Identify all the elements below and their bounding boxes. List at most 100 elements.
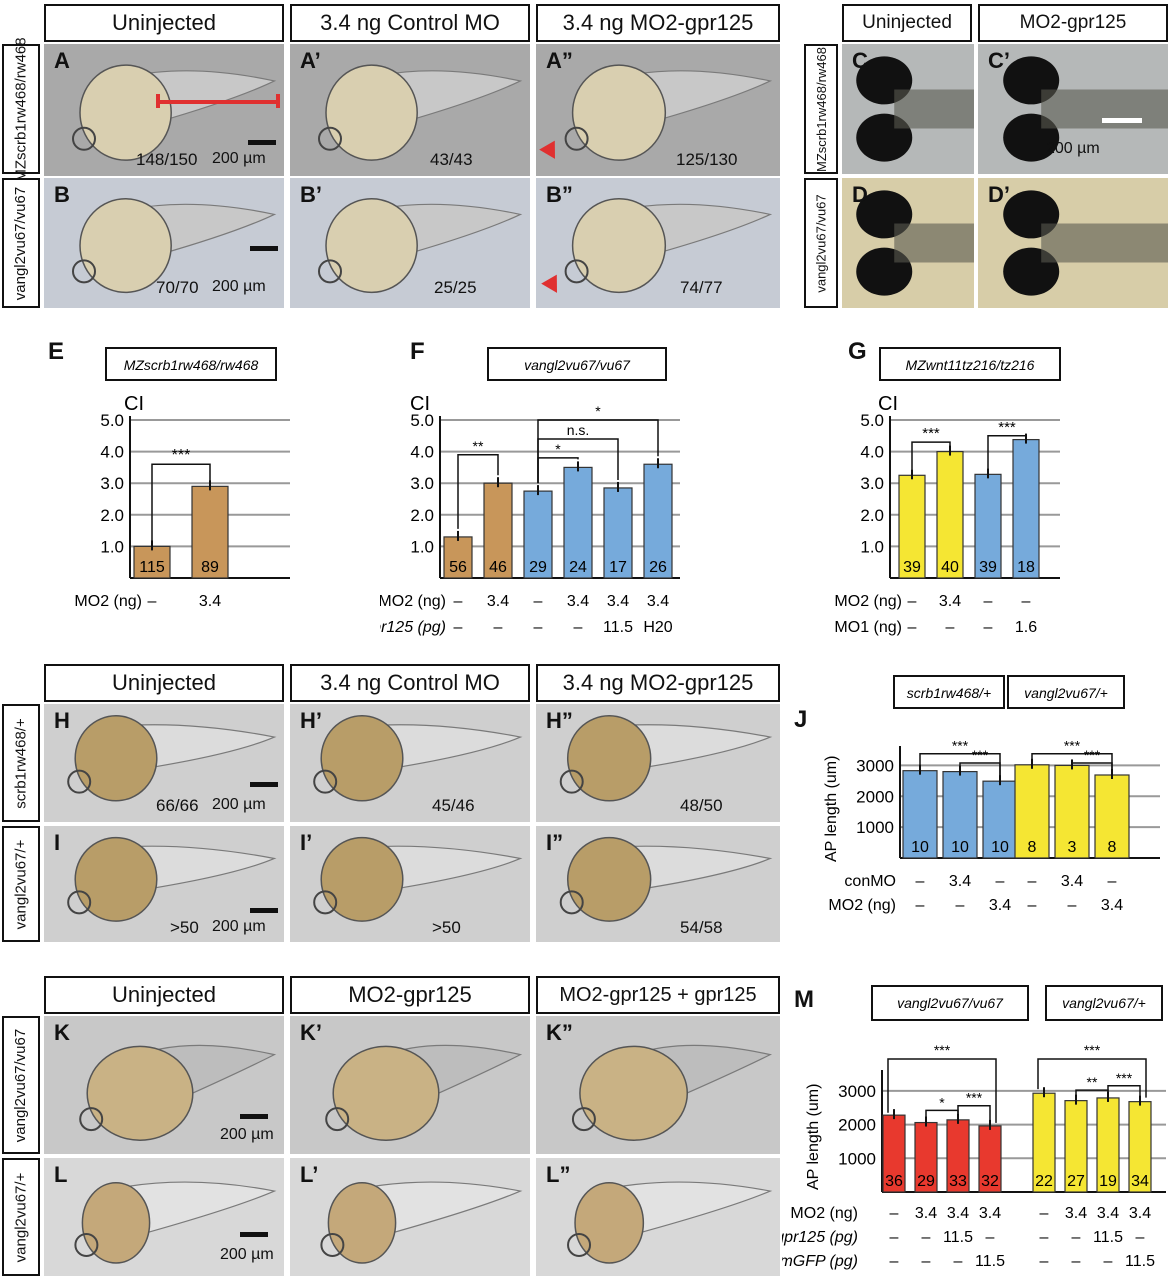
row-cell: 3.4 xyxy=(939,593,961,610)
scale-bar xyxy=(1102,118,1142,123)
row-cell: – xyxy=(1040,1205,1049,1222)
row-cell: H20 xyxy=(643,619,672,636)
embryo-image xyxy=(79,1044,277,1141)
row-label: gpr125 (pg) xyxy=(380,619,446,636)
eye xyxy=(67,769,92,794)
y-tick-label: 1.0 xyxy=(860,537,884,556)
bar xyxy=(133,545,171,579)
head-image xyxy=(856,56,974,162)
panel-C-prime: C’ 200 µm xyxy=(978,44,1168,174)
chart-title-box xyxy=(879,347,1061,381)
y-tick-label: 1000 xyxy=(838,1149,876,1168)
row-cell: – xyxy=(890,1229,899,1246)
panel-K-prime: K’ xyxy=(290,1016,530,1154)
row-label: MO1 (ng) xyxy=(834,619,902,636)
bar-n-label: 89 xyxy=(201,559,219,576)
sig-bracket xyxy=(959,762,1001,778)
head-image xyxy=(1003,190,1168,296)
yolk xyxy=(74,836,158,922)
y-tick-label: 2.0 xyxy=(410,506,434,525)
embryo-image xyxy=(564,64,773,161)
header-uninjected-mid: Uninjected xyxy=(44,664,284,702)
scale-bar xyxy=(240,1232,268,1237)
row-label: MO2 (ng) xyxy=(790,1205,858,1222)
row-cell: – xyxy=(908,619,917,636)
row-cell: 11.5 xyxy=(1093,1229,1123,1246)
eye xyxy=(567,1232,592,1257)
header-control-mid: 3.4 ng Control MO xyxy=(290,664,530,702)
row-cell: 3.4 xyxy=(647,593,669,610)
sig-label: * xyxy=(595,403,601,419)
header-uninjected-bot: Uninjected xyxy=(44,976,284,1014)
row-label-K: vangl2vu67/vu67 xyxy=(2,1016,40,1154)
header-rescue-bot: MO2-gpr125 + gpr125 xyxy=(536,976,780,1014)
panel-A: A 148/150 200 µm xyxy=(44,44,284,176)
panel-H-double-prime: H” 48/50 xyxy=(536,704,780,822)
row-cell: – xyxy=(574,619,583,636)
embryo-image xyxy=(72,198,277,294)
sig-bracket xyxy=(925,1109,959,1119)
panel-L-prime: L’ xyxy=(290,1158,530,1276)
row-cell: – xyxy=(946,619,955,636)
yolk xyxy=(320,715,404,802)
row-cell: – xyxy=(986,1229,995,1246)
row-cell: 3.4 xyxy=(487,593,509,610)
row-label: mGFP (pg) xyxy=(782,1253,858,1270)
panel-D-prime: D’ xyxy=(978,178,1168,308)
bar-n-label: 27 xyxy=(1067,1173,1085,1190)
row-cell: – xyxy=(1028,873,1037,890)
bar-n-label: 29 xyxy=(917,1173,935,1190)
chart-title: vangl2vu67/+ xyxy=(1024,685,1108,701)
row-cell: 3.4 xyxy=(1129,1205,1151,1222)
row-cell: – xyxy=(890,1205,899,1222)
sig-label: * xyxy=(555,441,561,457)
sig-label: ** xyxy=(1087,1074,1098,1090)
sig-label: *** xyxy=(1084,747,1101,763)
row-cell: 3.4 xyxy=(607,593,629,610)
y-tick-label: 3000 xyxy=(856,756,894,775)
panel-letter-M: M xyxy=(794,986,814,1013)
row-cell: – xyxy=(454,593,463,610)
row-cell: 11.5 xyxy=(975,1253,1005,1270)
head-image xyxy=(1003,56,1168,162)
sig-label: *** xyxy=(1084,1042,1101,1058)
bar-n-label: 8 xyxy=(1028,839,1037,856)
panel-letter-E: E xyxy=(48,338,65,365)
bar-n-label: 18 xyxy=(1017,559,1035,576)
y-tick-label: 1000 xyxy=(856,818,894,837)
row-label: MO2 (ng) xyxy=(828,897,896,914)
bar-n-label: 115 xyxy=(139,559,165,576)
row-cell: – xyxy=(996,873,1005,890)
bar xyxy=(936,450,964,579)
panel-B: B 70/70 200 µm xyxy=(44,178,284,308)
sig-label: *** xyxy=(1064,738,1081,754)
y-axis-label: CI xyxy=(124,393,144,415)
chart-title: vangl2vu67/vu67 xyxy=(524,357,631,373)
eye xyxy=(564,259,589,284)
row-cell: – xyxy=(148,593,157,610)
chart-title: vangl2vu67/+ xyxy=(1062,995,1146,1011)
bar xyxy=(1012,438,1040,579)
row-label-B: vangl2vu67/vu67 xyxy=(2,178,40,308)
header-uninjected-top: Uninjected xyxy=(44,4,284,42)
panel-B-prime: B’ 25/25 xyxy=(290,178,530,308)
head-body xyxy=(894,223,974,263)
row-cell: – xyxy=(1068,897,1077,914)
embryo-image xyxy=(318,64,523,161)
yolk xyxy=(79,198,172,294)
row-cell: – xyxy=(534,593,543,610)
panel-K: K 200 µm xyxy=(44,1016,284,1154)
row-cell: – xyxy=(956,897,965,914)
row-label: MO2 (ng) xyxy=(834,593,902,610)
yolk xyxy=(325,64,418,161)
eye xyxy=(313,890,338,915)
sig-bracket xyxy=(957,1104,991,1122)
row-cell: 3.4 xyxy=(1065,1205,1087,1222)
embryo-image xyxy=(67,715,277,802)
embryo-image xyxy=(72,64,277,161)
eye xyxy=(559,890,584,915)
panel-H-prime: H’ 45/46 xyxy=(290,704,530,822)
scale-bar xyxy=(248,140,276,145)
row-cell: 11.5 xyxy=(1125,1253,1155,1270)
